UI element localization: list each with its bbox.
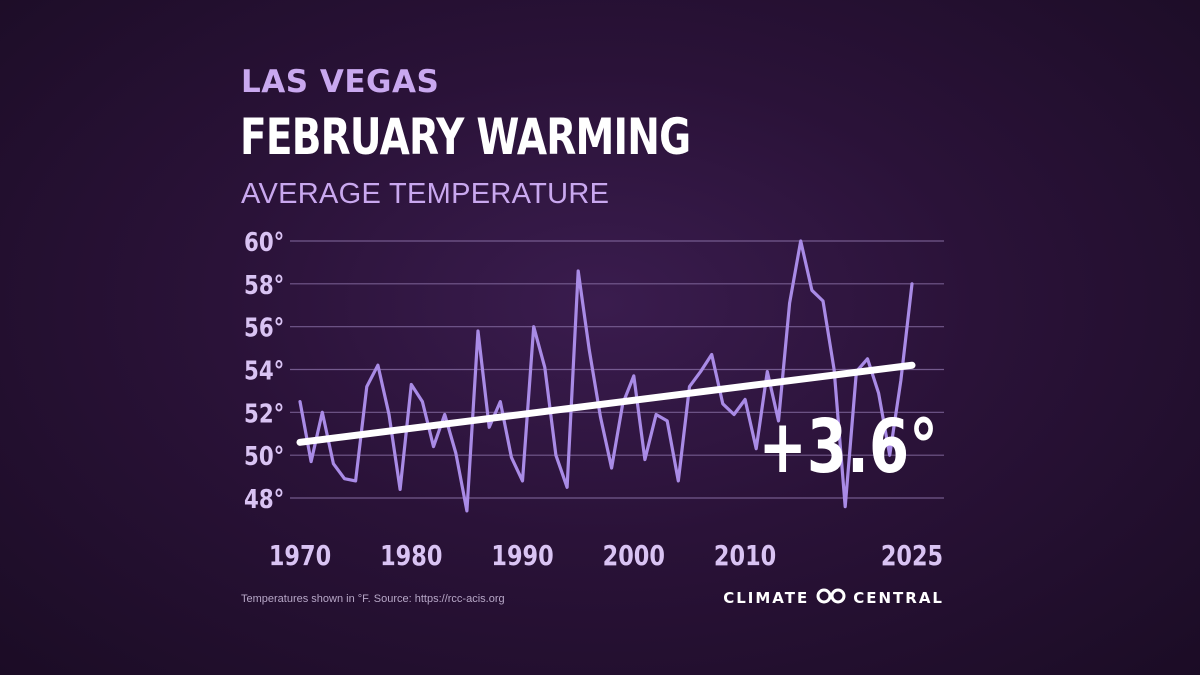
x-tick-label: 1980 (380, 538, 442, 571)
y-tick-label: 52° (244, 398, 284, 429)
chart-title: FEBRUARY WARMING (240, 108, 691, 166)
x-axis: 1970 1980 1990 2000 2010 2025 (269, 538, 943, 571)
y-tick-label: 56° (244, 313, 284, 344)
y-tick-label: 50° (244, 441, 284, 472)
y-tick-label: 58° (244, 270, 284, 301)
y-tick-label: 54° (244, 355, 284, 386)
warming-annotation: +3.6° (759, 403, 938, 490)
logo-mark-icon (815, 588, 847, 608)
y-tick-label: 60° (244, 227, 284, 258)
logo-text-right: CENTRAL (853, 589, 944, 607)
trend-line (296, 361, 916, 446)
x-tick-label: 1970 (269, 538, 331, 571)
annotation-group: +3.6° (759, 403, 938, 490)
city-label: LAS VEGAS (241, 64, 440, 100)
x-tick-label: 2025 (881, 538, 943, 571)
x-tick-label: 1990 (491, 538, 553, 571)
y-tick-label: 48° (244, 484, 284, 515)
logo-text-left: CLIMATE (723, 589, 810, 607)
chart-subtitle: AVERAGE TEMPERATURE (241, 178, 610, 210)
y-axis: 48° 50° 52° 54° 56° 58° 60° (244, 227, 284, 515)
x-tick-label: 2000 (603, 538, 665, 571)
source-note: Temperatures shown in °F. Source: https:… (241, 593, 505, 605)
x-tick-label: 2010 (714, 538, 776, 571)
series-group (296, 239, 916, 513)
climate-central-logo: CLIMATE CENTRAL (723, 588, 944, 608)
temperature-line (298, 239, 914, 513)
